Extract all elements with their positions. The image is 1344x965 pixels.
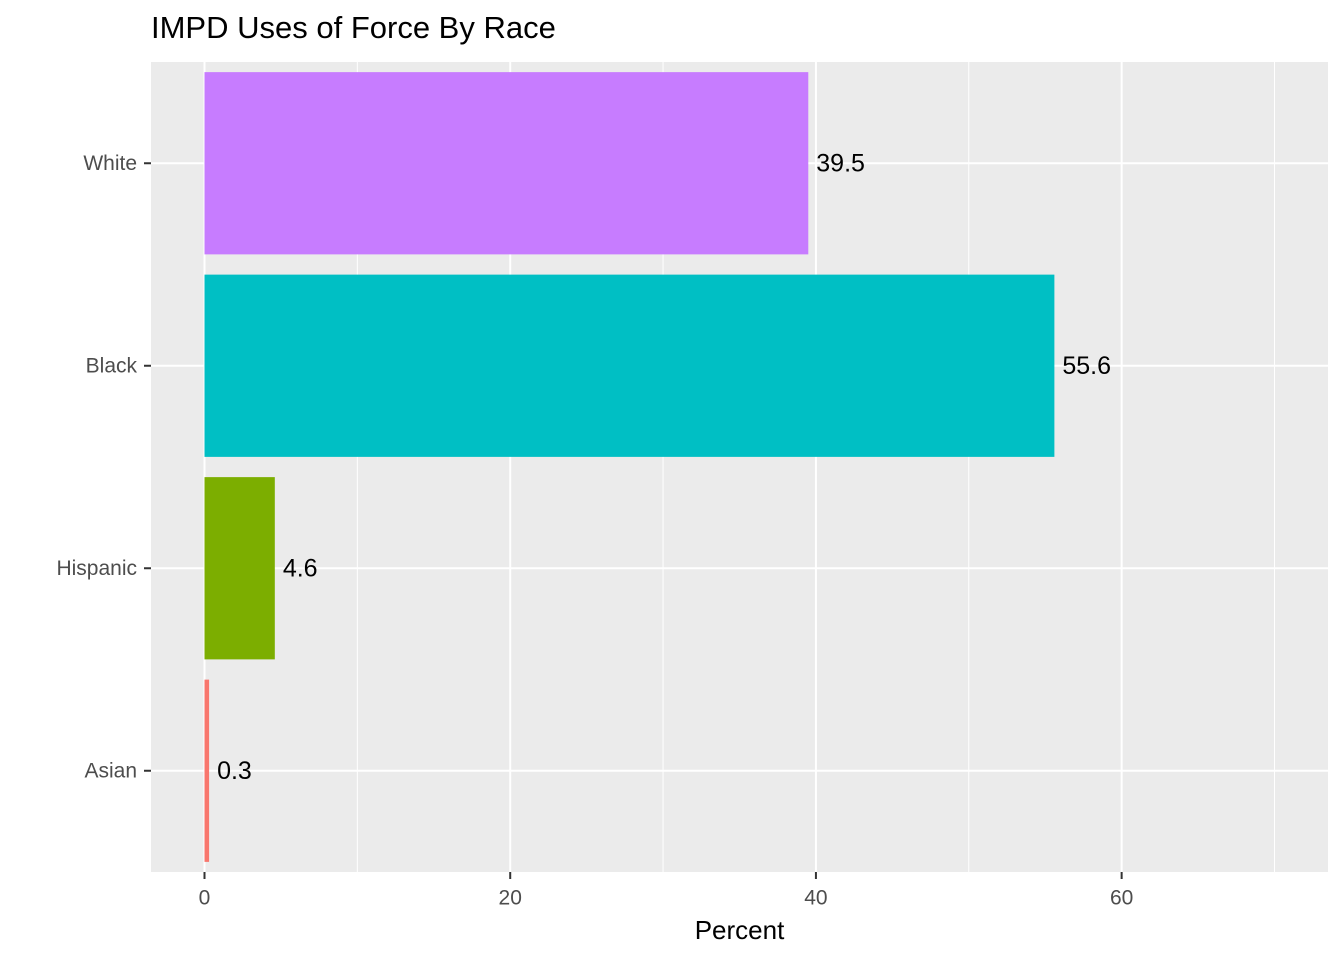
y-tick-label: Asian — [84, 759, 137, 782]
bar-asian — [204, 679, 210, 862]
y-tick-label: White — [83, 152, 137, 175]
x-tick-label: 0 — [199, 887, 211, 910]
data-label-hispanic: 4.6 — [283, 554, 318, 582]
y-tick-label: Hispanic — [56, 557, 137, 580]
chart-title: IMPD Uses of Force By Race — [151, 10, 556, 45]
bar-black — [204, 274, 1055, 457]
bar-white — [204, 72, 809, 255]
data-label-white: 39.5 — [816, 149, 865, 177]
data-label-asian: 0.3 — [217, 757, 252, 785]
x-axis-title: Percent — [695, 915, 785, 945]
y-tick-label: Black — [86, 354, 138, 377]
data-label-black: 55.6 — [1062, 352, 1111, 380]
x-tick-label: 20 — [499, 887, 522, 910]
bar-hispanic — [204, 477, 275, 660]
x-tick-label: 40 — [804, 887, 827, 910]
x-tick-label: 60 — [1110, 887, 1133, 910]
